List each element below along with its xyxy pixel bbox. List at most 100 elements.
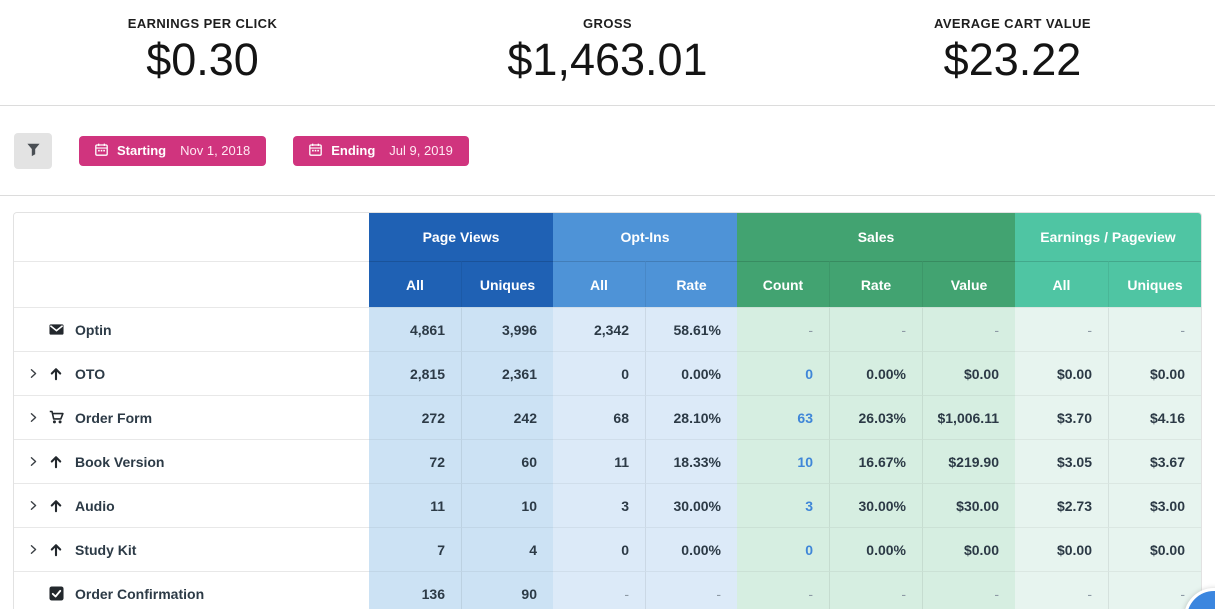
table-cell-order-form-earnings-pageview-uniques: $4.16 <box>1108 395 1201 439</box>
cart-icon <box>49 410 75 425</box>
metrics-header: EARNINGS PER CLICK $0.30 GROSS $1,463.01… <box>0 0 1215 106</box>
table-cell-order-confirmation-sales-count: - <box>737 571 829 609</box>
check-square-icon <box>49 586 75 601</box>
row-label-text: Order Form <box>75 409 153 426</box>
column-header-sales-count: Count <box>737 261 829 307</box>
column-header-page-views-all: All <box>369 261 461 307</box>
row-label-book-version: Book Version <box>14 439 369 483</box>
table-cell-optin-sales-value: - <box>922 307 1015 351</box>
metric-value: $1,463.01 <box>507 34 708 85</box>
table-cell-order-form-sales-count[interactable]: 63 <box>737 395 829 439</box>
table-cell-order-form-page-views-all: 272 <box>369 395 461 439</box>
table-cell-optin-sales-count: - <box>737 307 829 351</box>
table-cell-optin-earnings-pageview-uniques: - <box>1108 307 1201 351</box>
metric-gross: GROSS $1,463.01 <box>405 0 810 105</box>
group-header-sales: Sales <box>737 213 1015 261</box>
funnel-table-grid: Page Views Opt-Ins Sales Earnings / Pagevie… <box>14 213 1201 609</box>
funnel-icon <box>26 142 41 160</box>
metric-earnings-per-click: EARNINGS PER CLICK $0.30 <box>0 0 405 105</box>
table-cell-book-version-earnings-pageview-uniques: $3.67 <box>1108 439 1201 483</box>
table-cell-study-kit-opt-ins-rate: 0.00% <box>645 527 737 571</box>
row-label-text: Book Version <box>75 453 165 470</box>
funnel-table: Page Views Opt-Ins Sales Earnings / Pagevie… <box>13 212 1202 609</box>
table-cell-order-confirmation-opt-ins-rate: - <box>645 571 737 609</box>
starting-label: Starting <box>117 143 167 158</box>
expand-chevron-icon[interactable] <box>28 500 49 511</box>
table-cell-audio-sales-count[interactable]: 3 <box>737 483 829 527</box>
table-cell-oto-earnings-pageview-uniques: $0.00 <box>1108 351 1201 395</box>
column-header-opt-ins-rate: Rate <box>645 261 737 307</box>
table-cell-study-kit-sales-rate: 0.00% <box>829 527 922 571</box>
metric-label: EARNINGS PER CLICK <box>127 16 278 31</box>
table-cell-order-confirmation-opt-ins-all: - <box>553 571 645 609</box>
table-cell-study-kit-sales-value: $0.00 <box>922 527 1015 571</box>
table-cell-book-version-sales-count[interactable]: 10 <box>737 439 829 483</box>
table-cell-book-version-page-views-uniques: 60 <box>461 439 553 483</box>
envelope-icon <box>49 322 75 337</box>
column-header-opt-ins-all: All <box>553 261 645 307</box>
metric-value: $0.30 <box>146 34 259 85</box>
ending-date-button[interactable]: Ending Jul 9, 2019 <box>293 135 469 166</box>
row-label-order-form: Order Form <box>14 395 369 439</box>
table-corner-spacer <box>14 213 369 261</box>
filter-button[interactable] <box>14 132 52 169</box>
ending-label: Ending <box>331 143 376 158</box>
table-cell-study-kit-earnings-pageview-all: $0.00 <box>1015 527 1108 571</box>
table-cell-book-version-earnings-pageview-all: $3.05 <box>1015 439 1108 483</box>
starting-date-button[interactable]: Starting Nov 1, 2018 <box>79 135 267 166</box>
table-cell-order-confirmation-earnings-pageview-uniques: - <box>1108 571 1201 609</box>
row-label-text: Study Kit <box>75 541 137 558</box>
arrow-up-icon <box>49 499 75 513</box>
table-cell-optin-opt-ins-rate: 58.61% <box>645 307 737 351</box>
table-cell-optin-page-views-uniques: 3,996 <box>461 307 553 351</box>
row-label-text: Optin <box>75 321 112 338</box>
table-cell-oto-page-views-all: 2,815 <box>369 351 461 395</box>
table-cell-order-confirmation-page-views-all: 136 <box>369 571 461 609</box>
column-header-earnings-pageview-all: All <box>1015 261 1108 307</box>
table-cell-order-form-sales-rate: 26.03% <box>829 395 922 439</box>
column-header-page-views-uniques: Uniques <box>461 261 553 307</box>
row-label-study-kit: Study Kit <box>14 527 369 571</box>
expand-chevron-icon[interactable] <box>28 412 49 423</box>
table-cell-optin-earnings-pageview-all: - <box>1015 307 1108 351</box>
column-header-sales-value: Value <box>922 261 1015 307</box>
column-header-sales-rate: Rate <box>829 261 922 307</box>
table-cell-study-kit-earnings-pageview-uniques: $0.00 <box>1108 527 1201 571</box>
table-cell-study-kit-page-views-uniques: 4 <box>461 527 553 571</box>
table-cell-audio-earnings-pageview-uniques: $3.00 <box>1108 483 1201 527</box>
row-label-oto: OTO <box>14 351 369 395</box>
expand-chevron-icon[interactable] <box>28 544 49 555</box>
expand-chevron-icon[interactable] <box>28 368 49 379</box>
row-label-order-confirmation: Order Confirmation <box>14 571 369 609</box>
arrow-up-icon <box>49 543 75 557</box>
starting-date-value: Nov 1, 2018 <box>180 143 251 158</box>
table-cell-audio-opt-ins-rate: 30.00% <box>645 483 737 527</box>
table-cell-audio-page-views-all: 11 <box>369 483 461 527</box>
table-cell-audio-earnings-pageview-all: $2.73 <box>1015 483 1108 527</box>
row-label-text: OTO <box>75 365 106 382</box>
metric-label: AVERAGE CART VALUE <box>934 16 1091 31</box>
expand-chevron-icon[interactable] <box>28 456 49 467</box>
table-cell-study-kit-page-views-all: 7 <box>369 527 461 571</box>
table-cell-oto-opt-ins-all: 0 <box>553 351 645 395</box>
group-header-page-views: Page Views <box>369 213 553 261</box>
metric-label: GROSS <box>583 16 632 31</box>
table-cell-order-form-opt-ins-all: 68 <box>553 395 645 439</box>
table-cell-optin-page-views-all: 4,861 <box>369 307 461 351</box>
row-label-optin: Optin <box>14 307 369 351</box>
table-cell-study-kit-sales-count[interactable]: 0 <box>737 527 829 571</box>
table-cell-order-form-page-views-uniques: 242 <box>461 395 553 439</box>
table-cell-optin-sales-rate: - <box>829 307 922 351</box>
group-header-earnings-pageview: Earnings / Pageview <box>1015 213 1201 261</box>
filter-toolbar: Starting Nov 1, 2018 Ending Jul 9, 2019 <box>0 106 1215 196</box>
table-cell-audio-sales-value: $30.00 <box>922 483 1015 527</box>
table-subheader-spacer <box>14 261 369 307</box>
table-cell-audio-opt-ins-all: 3 <box>553 483 645 527</box>
row-label-text: Audio <box>75 497 115 514</box>
table-cell-audio-page-views-uniques: 10 <box>461 483 553 527</box>
table-cell-order-confirmation-page-views-uniques: 90 <box>461 571 553 609</box>
table-cell-oto-sales-count[interactable]: 0 <box>737 351 829 395</box>
group-header-opt-ins: Opt-Ins <box>553 213 737 261</box>
table-cell-order-form-sales-value: $1,006.11 <box>922 395 1015 439</box>
